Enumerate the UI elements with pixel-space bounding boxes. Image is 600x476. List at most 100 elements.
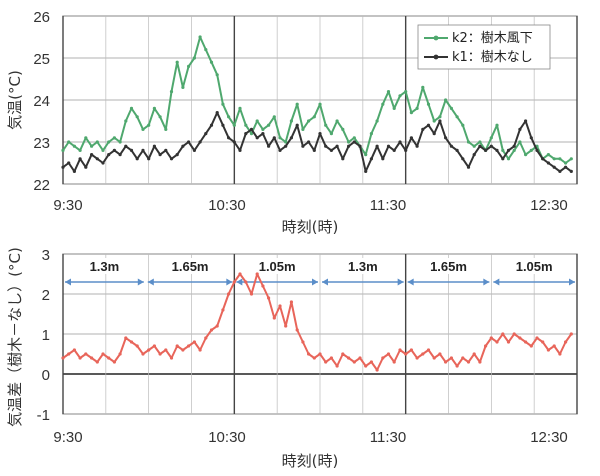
annotation-label-bg	[338, 258, 387, 274]
annotation-label: 1.05m	[259, 259, 296, 274]
arrow-head	[493, 278, 500, 286]
data-point	[284, 324, 288, 328]
bottom-chart: -1 0 1 2 3 9:30 10:30 11:30 12:30 気温差（樹木…	[6, 247, 578, 470]
data-point	[335, 119, 339, 123]
data-point	[249, 127, 254, 131]
annotation-label: 1.65m	[430, 259, 467, 274]
data-point	[409, 136, 413, 140]
data-point	[364, 169, 368, 173]
data-point	[284, 144, 288, 148]
data-point	[495, 148, 499, 152]
data-point	[198, 348, 202, 352]
data-point	[135, 344, 139, 348]
data-point	[301, 144, 305, 148]
data-point	[501, 148, 505, 152]
data-point	[375, 368, 379, 372]
data-point	[204, 132, 208, 136]
data-point	[107, 140, 111, 144]
data-point	[129, 148, 134, 152]
annotation-label: 1.65m	[172, 259, 209, 274]
data-point	[329, 148, 333, 152]
data-point	[152, 344, 156, 348]
data-point	[301, 340, 305, 344]
bottom-x-tick-label: 10:30	[208, 429, 246, 446]
bottom-y-tick-label: 0	[42, 367, 50, 384]
data-point	[129, 106, 134, 110]
legend-marker-k2	[433, 35, 439, 41]
data-point	[181, 144, 185, 148]
data-point	[381, 102, 385, 106]
data-point	[392, 148, 396, 152]
data-point	[84, 165, 88, 169]
data-point	[552, 344, 556, 348]
data-point	[112, 360, 116, 364]
top-y-tick-labels: 22 23 24 25 26	[33, 9, 50, 194]
data-point	[546, 153, 551, 157]
top-x-tick-labels: 9:30 10:30 11:30 12:30	[53, 197, 567, 214]
data-point	[398, 94, 402, 98]
data-point	[461, 356, 465, 360]
data-point	[569, 332, 573, 336]
data-point	[352, 360, 356, 364]
data-point	[364, 364, 368, 368]
arrow-head	[322, 278, 328, 286]
data-point	[192, 56, 196, 60]
annotation-label-bg	[166, 258, 215, 274]
data-point	[90, 144, 94, 148]
data-point	[221, 308, 225, 312]
data-point	[478, 140, 482, 144]
annotation-label: 1.05m	[516, 259, 553, 274]
data-point	[204, 48, 208, 52]
arrow-head	[483, 278, 490, 286]
arrow-head	[137, 278, 144, 286]
data-point	[95, 140, 99, 144]
data-point	[341, 157, 345, 161]
data-point	[295, 102, 299, 106]
data-point	[438, 115, 442, 119]
data-point	[324, 360, 328, 364]
data-point	[426, 123, 431, 127]
data-point	[72, 169, 76, 173]
data-point	[249, 292, 254, 296]
data-point	[67, 140, 71, 144]
data-point	[541, 157, 545, 161]
data-point	[278, 148, 282, 152]
data-point	[135, 115, 139, 119]
bottom-series-group	[61, 272, 573, 372]
data-point	[466, 165, 471, 169]
legend-marker-k1	[433, 54, 439, 60]
top-y-tick-label: 22	[33, 177, 50, 194]
data-point	[444, 98, 448, 102]
data-point	[175, 153, 179, 157]
data-point	[318, 352, 322, 356]
data-point	[426, 348, 431, 352]
data-point	[232, 123, 236, 127]
data-point	[307, 352, 311, 356]
data-point	[506, 340, 511, 344]
data-point	[546, 348, 551, 352]
data-point	[552, 165, 556, 169]
data-point	[295, 123, 299, 127]
data-point	[432, 132, 436, 136]
data-point	[295, 328, 299, 332]
data-point	[524, 153, 528, 157]
data-point	[426, 102, 431, 106]
data-point	[358, 144, 362, 148]
data-point	[449, 144, 453, 148]
data-point	[421, 127, 425, 131]
arrow-head	[226, 278, 233, 286]
data-point	[101, 161, 105, 165]
data-point	[141, 127, 145, 131]
legend: k2：樹木風下 k1：樹木なし	[417, 24, 551, 70]
data-point	[352, 140, 356, 144]
data-point	[307, 140, 311, 144]
data-point	[158, 153, 162, 157]
annotation-label-bg	[253, 258, 302, 274]
bottom-x-tick-labels: 9:30 10:30 11:30 12:30	[53, 429, 567, 446]
data-point	[107, 153, 111, 157]
bottom-y-tick-label: -1	[37, 407, 50, 424]
data-point	[249, 132, 254, 136]
data-point	[341, 127, 345, 131]
data-point	[204, 336, 208, 340]
data-point	[409, 111, 413, 115]
